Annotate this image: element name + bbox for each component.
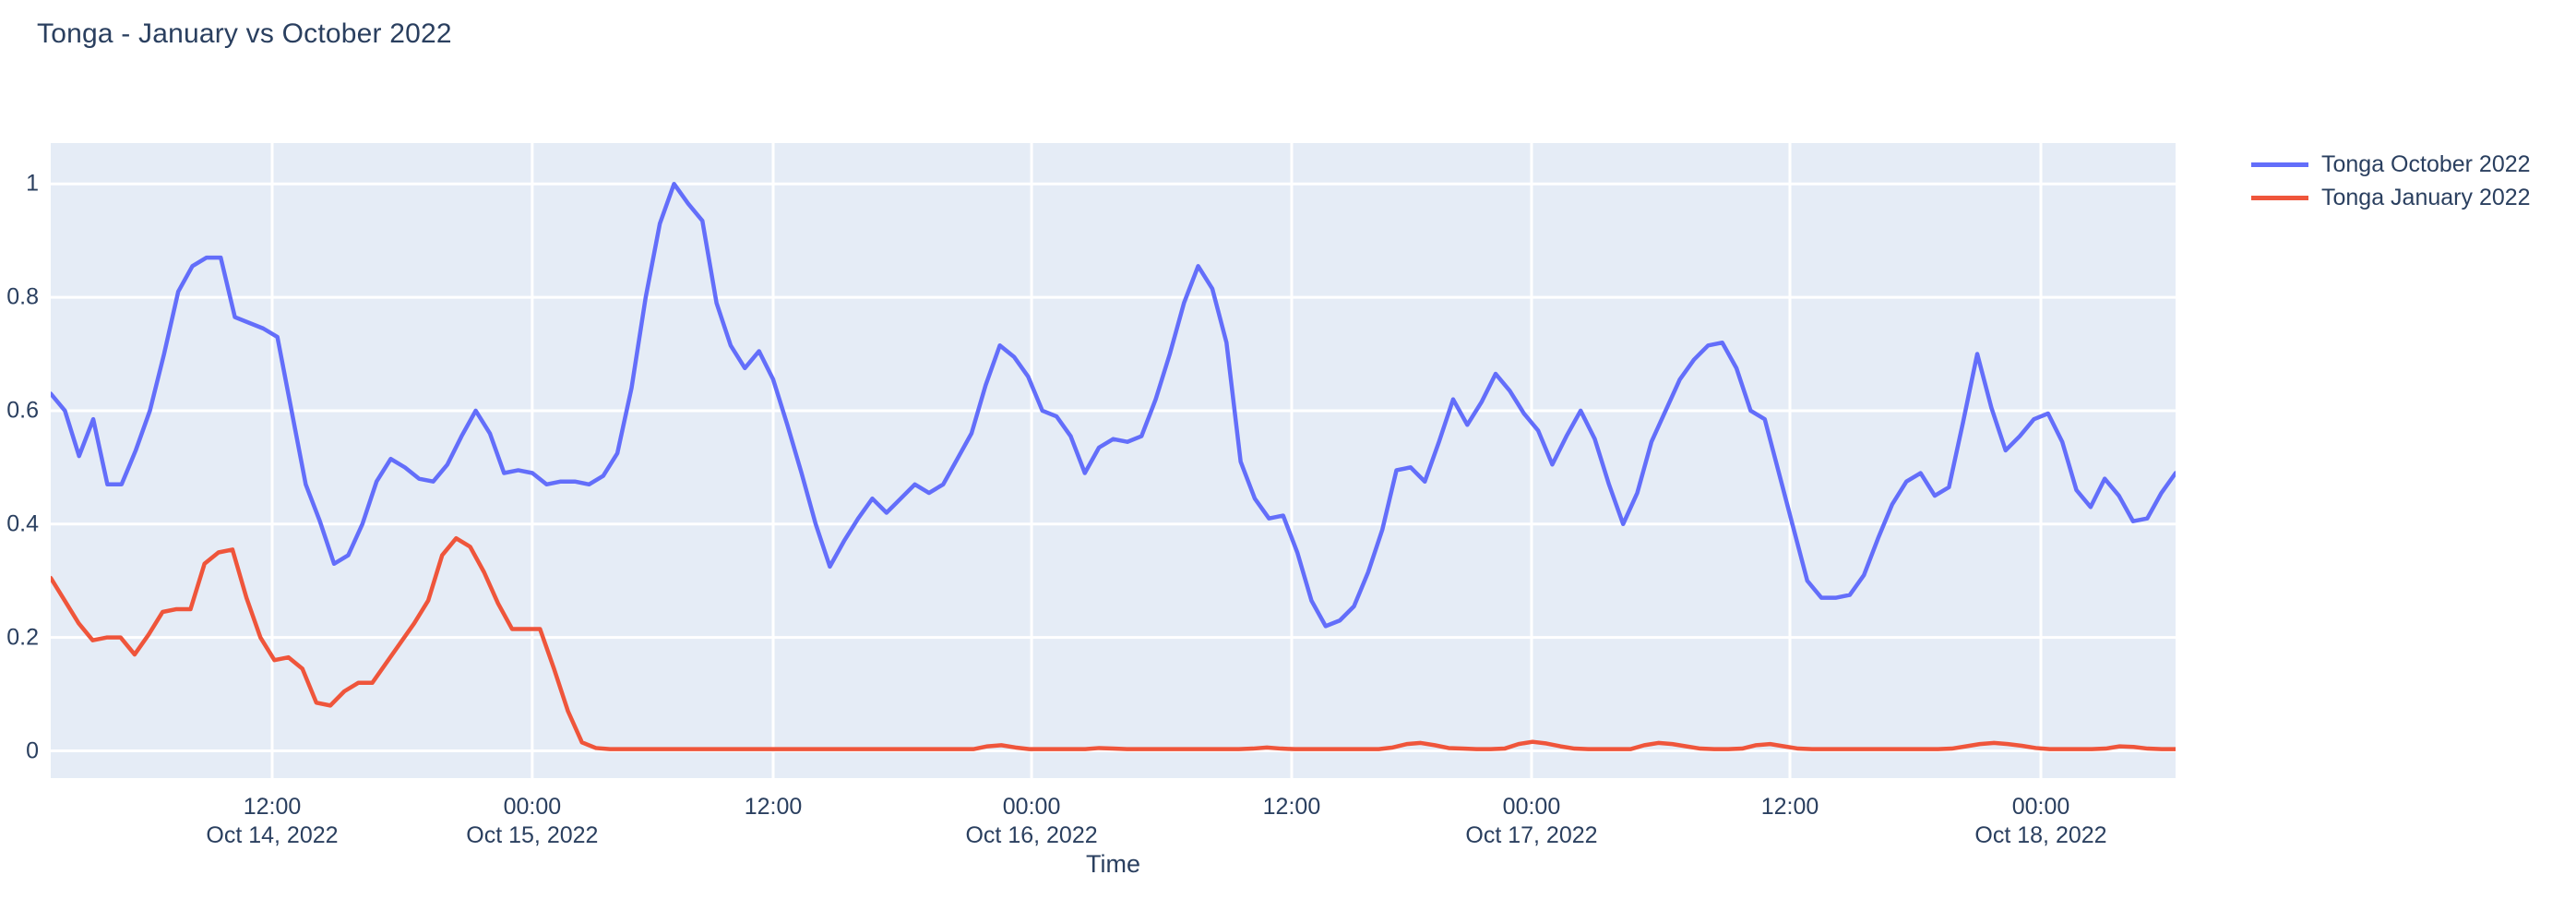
x-tick-date: Oct 14, 2022 bbox=[206, 822, 339, 849]
y-gridlines bbox=[51, 182, 2176, 753]
legend-item-label: Tonga January 2022 bbox=[2321, 184, 2531, 210]
x-tick-label: 12:00 bbox=[1263, 793, 1321, 821]
x-tick-time: 00:00 bbox=[1002, 794, 1061, 820]
legend-item-january[interactable]: Tonga January 2022 bbox=[2251, 181, 2565, 214]
legend-line-icon bbox=[2251, 195, 2308, 200]
x-tick-time: 00:00 bbox=[1502, 794, 1561, 820]
page-title: Tonga - January vs October 2022 bbox=[37, 18, 452, 49]
x-tick-label: 12:00 bbox=[745, 793, 803, 821]
x-tick-time: 00:00 bbox=[2011, 794, 2070, 820]
series-line-january bbox=[51, 535, 2176, 751]
y-tick-label: 0.6 bbox=[6, 397, 39, 424]
x-tick-time: 12:00 bbox=[243, 794, 302, 820]
plot-area bbox=[51, 143, 2176, 778]
x-tick-label: 12:00 bbox=[1761, 793, 1819, 821]
legend: Tonga October 2022 Tonga January 2022 bbox=[2251, 148, 2565, 214]
x-axis-title: Time bbox=[1086, 850, 1140, 878]
x-tick-date: Oct 16, 2022 bbox=[965, 822, 1098, 849]
x-tick-date: Oct 18, 2022 bbox=[1974, 822, 2107, 849]
x-tick-time: 12:00 bbox=[744, 794, 803, 820]
x-tick-label: 00:00 Oct 16, 2022 bbox=[965, 793, 1097, 851]
x-tick-date: Oct 17, 2022 bbox=[1465, 822, 1598, 849]
y-tick-label: 0.8 bbox=[6, 283, 39, 310]
x-tick-label: 00:00 Oct 17, 2022 bbox=[1465, 793, 1597, 851]
x-tick-time: 12:00 bbox=[1760, 794, 1819, 820]
series-lines bbox=[51, 181, 2176, 751]
plot-svg bbox=[51, 143, 2176, 778]
x-tick-time: 12:00 bbox=[1262, 794, 1321, 820]
x-tick-label: 00:00 Oct 18, 2022 bbox=[1974, 793, 2106, 851]
x-tick-time: 00:00 bbox=[503, 794, 562, 820]
x-tick-date: Oct 15, 2022 bbox=[466, 822, 599, 849]
y-tick-label: 0.4 bbox=[6, 510, 39, 537]
y-tick-label: 0 bbox=[26, 737, 39, 763]
legend-line-icon bbox=[2251, 162, 2308, 167]
legend-item-october[interactable]: Tonga October 2022 bbox=[2251, 148, 2565, 181]
x-tick-label: 12:00 Oct 14, 2022 bbox=[206, 793, 338, 851]
y-tick-label: 0.2 bbox=[6, 624, 39, 651]
y-tick-label: 1 bbox=[26, 170, 39, 197]
x-tick-label: 00:00 Oct 15, 2022 bbox=[466, 793, 598, 851]
series-line-october bbox=[51, 181, 2176, 629]
x-gridlines bbox=[270, 143, 2043, 778]
legend-item-label: Tonga October 2022 bbox=[2321, 150, 2531, 177]
